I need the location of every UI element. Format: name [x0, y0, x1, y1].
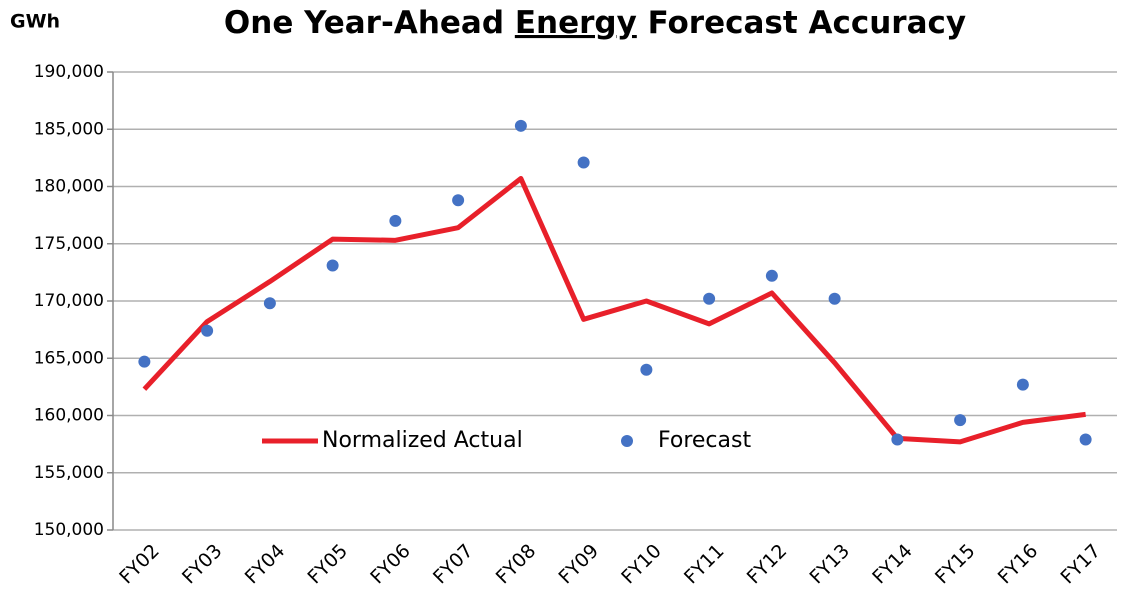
- forecast-point: [577, 156, 590, 169]
- forecast-point: [1016, 378, 1029, 391]
- forecast-point: [1079, 433, 1092, 446]
- forecast-point: [326, 259, 339, 272]
- title-part: Forecast Accuracy: [648, 5, 967, 41]
- forecast-point: [640, 363, 653, 376]
- forecast-point: [201, 324, 214, 337]
- x-tick-label: FY10: [617, 540, 666, 589]
- x-tick-label: FY13: [805, 540, 854, 589]
- y-tick-label: 180,000: [34, 177, 104, 197]
- x-tick-label: FY02: [115, 540, 164, 589]
- forecast-point: [828, 292, 841, 305]
- x-tick-label: FY16: [994, 540, 1043, 589]
- legend-swatch: [621, 435, 633, 447]
- x-tick-label: FY06: [366, 540, 415, 589]
- legend-label: Forecast: [658, 428, 751, 453]
- y-tick-label: 190,000: [34, 62, 104, 82]
- x-tick-label: FY09: [554, 540, 603, 589]
- forecast-point: [452, 194, 465, 207]
- x-tick-label: FY07: [429, 540, 478, 589]
- title-part: Energy: [515, 5, 637, 41]
- y-tick-label: 170,000: [34, 291, 104, 311]
- x-tick-label: FY15: [931, 540, 980, 589]
- forecast-point: [765, 269, 778, 282]
- chart-title: One Year-Ahead Energy Forecast Accuracy: [224, 5, 966, 41]
- x-tick-label: FY14: [868, 540, 917, 589]
- forecast-point: [891, 433, 904, 446]
- actual-line: [142, 175, 1086, 445]
- forecast-point: [389, 214, 402, 227]
- forecast-point: [263, 297, 276, 310]
- y-tick-label: 185,000: [34, 119, 104, 139]
- y-tick-label: 165,000: [34, 348, 104, 368]
- x-tick-label: FY12: [743, 540, 792, 589]
- x-tick-label: FY08: [492, 540, 541, 589]
- y-tick-label: 160,000: [34, 406, 104, 426]
- forecast-point: [954, 414, 967, 427]
- y-tick-label: 175,000: [34, 234, 104, 254]
- x-tick-label: FY03: [178, 540, 227, 589]
- legend-label: Normalized Actual: [322, 428, 523, 453]
- x-tick-label: FY11: [680, 540, 729, 589]
- forecast-point: [138, 355, 151, 368]
- forecast-point: [703, 292, 716, 305]
- x-tick-label: FY05: [303, 540, 352, 589]
- x-tick-label: FY04: [241, 540, 290, 589]
- title-part: One Year-Ahead: [224, 5, 504, 41]
- y-tick-label: 155,000: [34, 463, 104, 483]
- y-axis-label: GWh: [10, 11, 60, 33]
- forecast-point: [514, 119, 527, 132]
- y-tick-label: 150,000: [34, 520, 104, 540]
- x-tick-label: FY17: [1056, 540, 1105, 589]
